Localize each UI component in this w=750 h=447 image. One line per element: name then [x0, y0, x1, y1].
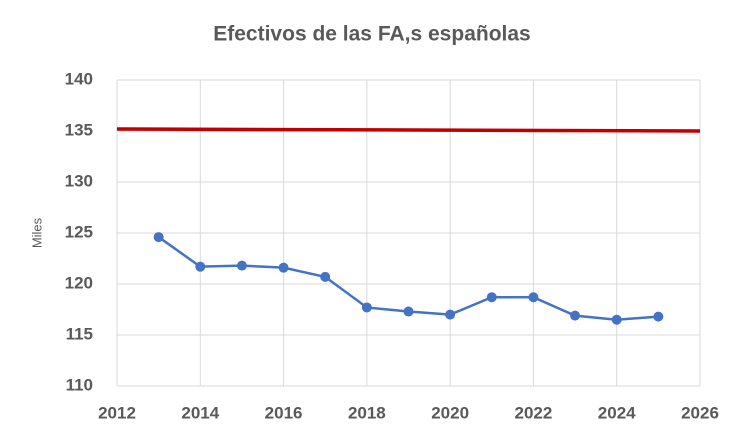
data-point: [278, 262, 289, 273]
x-tick-label: 2024: [598, 403, 636, 422]
y-tick-label: 110: [66, 375, 93, 394]
x-tick-label: 2018: [348, 403, 386, 422]
x-tick-label: 2014: [181, 403, 219, 422]
y-tick-label: 130: [65, 171, 93, 190]
y-tick-label: 140: [65, 69, 93, 88]
y-tick-label: 115: [66, 324, 93, 343]
data-point: [403, 306, 414, 317]
data-point: [445, 309, 456, 320]
data-point: [236, 260, 247, 271]
x-tick-label: 2016: [265, 403, 303, 422]
data-point: [653, 311, 664, 322]
y-tick-label: 120: [65, 273, 93, 292]
series-line: [116, 127, 701, 133]
data-point: [320, 271, 331, 282]
data-point: [486, 292, 497, 303]
data-point: [153, 232, 164, 243]
x-tick-label: 2022: [515, 403, 553, 422]
x-tick-label: 2020: [431, 403, 469, 422]
data-point: [195, 261, 206, 272]
y-tick-label: 135: [65, 120, 93, 139]
data-point: [361, 302, 372, 313]
x-tick-label: 2012: [98, 403, 136, 422]
chart-title: Efectivos de las FA,s españolas: [213, 23, 530, 46]
x-tick-label: 2026: [681, 403, 719, 422]
y-tick-label: 125: [65, 222, 93, 241]
data-point: [570, 310, 581, 321]
data-point: [611, 314, 622, 325]
data-point: [528, 292, 539, 303]
y-axis-label: Miles: [29, 217, 44, 248]
